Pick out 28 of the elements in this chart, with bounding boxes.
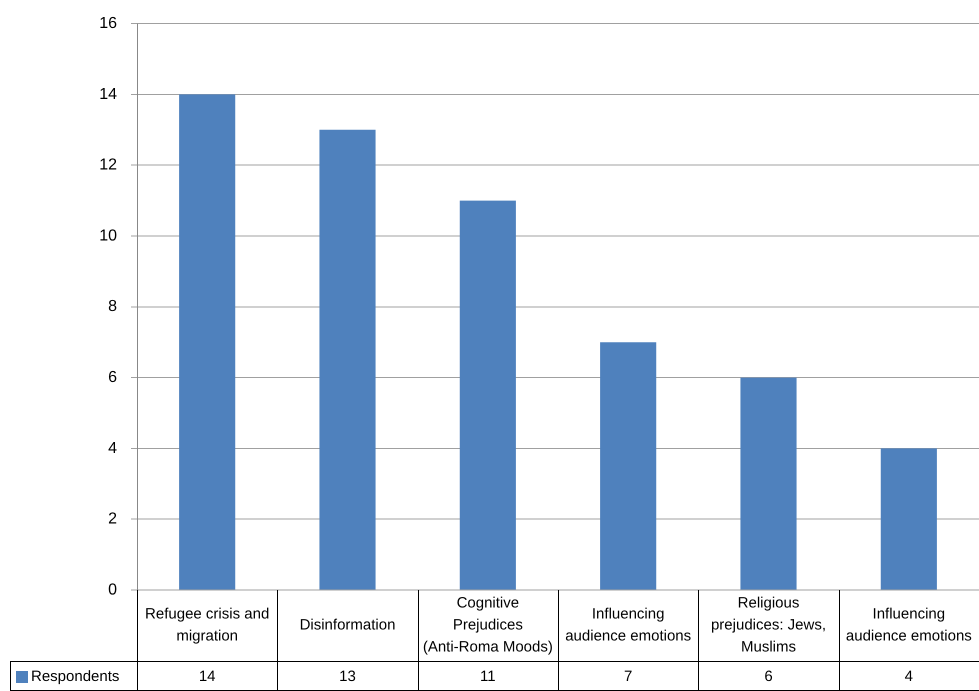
data-label: 13 [339,668,356,686]
bar [460,200,516,590]
data-label: 6 [764,668,773,686]
data-label: 4 [904,668,914,686]
y-tick-label: 12 [99,156,118,174]
y-tick-label: 6 [108,369,118,386]
y-tick-label: 16 [99,15,118,32]
data-label: 11 [480,668,496,686]
legend-label: Respondents [31,668,120,686]
y-tick-label: 0 [108,581,118,598]
bar [179,94,236,590]
x-tick-label: Influencing audience emotions [846,606,972,645]
data-label: 7 [624,668,632,686]
data-label: 14 [198,668,216,686]
y-tick-label: 14 [99,86,118,103]
x-tick-label: Religious prejudices: Jews, Muslims [710,594,826,656]
bar [740,378,797,590]
y-tick-label: 8 [108,298,118,316]
y-tick-label: 4 [108,440,118,457]
x-tick-label: Cognitive Prejudices (Anti-Roma Moods) [422,594,553,656]
bar [600,342,656,590]
y-tick-label: 2 [108,510,118,528]
bar [880,448,937,590]
x-tick-label: Refugee crisis and migration [145,606,270,645]
bar [319,130,376,590]
x-tick-label: Influencing audience emotions [565,606,692,645]
y-tick-label: 10 [99,227,118,244]
x-tick-label: Disinformation [300,616,396,634]
